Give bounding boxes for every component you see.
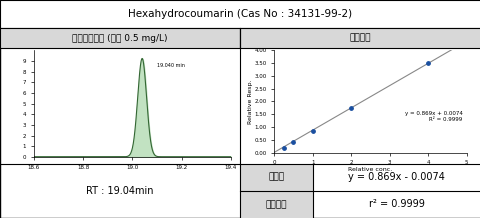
X-axis label: Relative conc.: Relative conc. <box>348 167 392 172</box>
Text: RT : 19.04min: RT : 19.04min <box>86 186 154 196</box>
Text: 회귀식: 회귀식 <box>268 173 284 182</box>
Point <box>279 146 287 150</box>
Text: y = 0.869x + 0.0074
R² = 0.9999: y = 0.869x + 0.0074 R² = 0.9999 <box>404 111 462 122</box>
Point <box>423 62 431 65</box>
Text: Hexahydrocoumarin (Cas No : 34131-99-2): Hexahydrocoumarin (Cas No : 34131-99-2) <box>128 9 352 19</box>
Text: x10 2: x10 2 <box>10 40 25 45</box>
Title: Decatol: Decatol <box>353 40 386 49</box>
Text: r² = 0.9999: r² = 0.9999 <box>368 199 424 209</box>
Y-axis label: Relative Resp.: Relative Resp. <box>247 79 252 124</box>
Point <box>308 129 316 132</box>
Text: 검정곡선: 검정곡선 <box>349 34 371 43</box>
Point <box>347 107 354 110</box>
Text: y = 0.869x - 0.0074: y = 0.869x - 0.0074 <box>348 172 444 182</box>
Point <box>289 140 297 144</box>
Text: 크로마토그램 (농도 0.5 mg/L): 크로마토그램 (농도 0.5 mg/L) <box>72 34 168 43</box>
Text: 상관계수: 상관계수 <box>265 200 287 209</box>
Text: 19.040 min: 19.040 min <box>156 63 184 68</box>
